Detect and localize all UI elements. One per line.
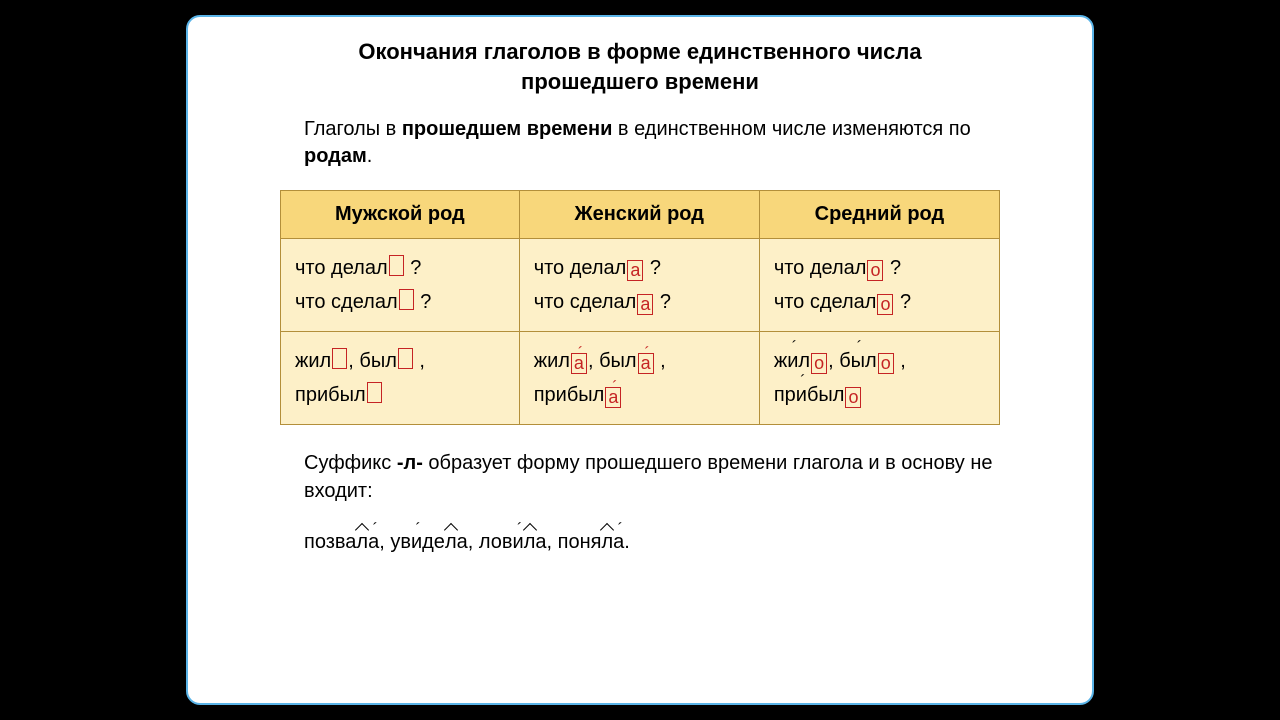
cell-m-examples: жил, был ,прибыл	[281, 332, 520, 425]
ending-box: о	[867, 260, 883, 281]
ending-box: а	[627, 260, 643, 281]
cell-f-examples: жила, была ,прибыла	[519, 332, 759, 425]
ending-box: о	[877, 294, 893, 315]
title-line-1: Окончания глаголов в форме единственного…	[358, 39, 921, 64]
header-neut: Средний род	[759, 191, 999, 239]
title: Окончания глаголов в форме единственного…	[232, 37, 1048, 96]
example-words: позвала, увидела, ловила, поняла.	[304, 531, 1048, 554]
ending-box	[399, 289, 414, 310]
title-line-2: прошедшего времени	[521, 69, 759, 94]
cell-f-questions: что делала ? что сделала ?	[519, 239, 759, 332]
ending-box	[389, 255, 404, 276]
intro-text: Глаголы в прошедшем времени в единственн…	[304, 116, 1008, 170]
header-fem: Женский род	[519, 191, 759, 239]
cell-n-examples: жило, было ,прибыло	[759, 332, 999, 425]
ending-box: а	[637, 294, 653, 315]
table-row-examples: жил, был ,прибыл жила, была ,прибыла жил…	[281, 332, 1000, 425]
table-row-questions: что делал ? что сделал ? что делала ? чт…	[281, 239, 1000, 332]
table-header-row: Мужской род Женский род Средний род	[281, 191, 1000, 239]
slide-card: Окончания глаголов в форме единственного…	[186, 15, 1094, 705]
suffix-note: Суффикс -л- образует форму прошедшего вр…	[304, 449, 1008, 505]
header-masc: Мужской род	[281, 191, 520, 239]
endings-table: Мужской род Женский род Средний род что …	[280, 190, 1000, 425]
cell-n-questions: что делало ? что сделало ?	[759, 239, 999, 332]
cell-m-questions: что делал ? что сделал ?	[281, 239, 520, 332]
